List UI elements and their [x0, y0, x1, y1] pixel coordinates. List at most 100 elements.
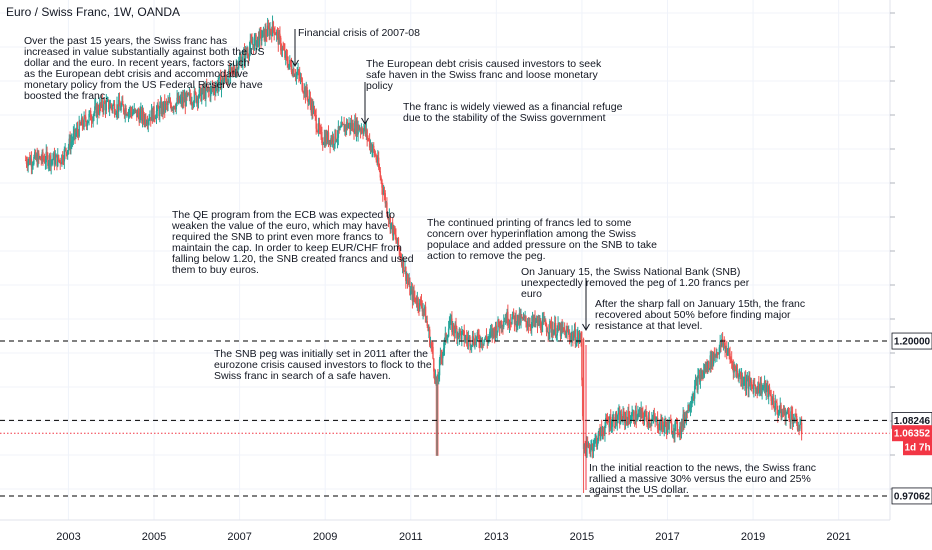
- annotation-line: as the European debt crisis and accommod…: [24, 68, 248, 80]
- candle-body: [207, 88, 210, 91]
- x-tick-label: 2019: [741, 531, 765, 543]
- candle-body: [773, 407, 776, 411]
- candle-body: [350, 122, 352, 130]
- candle-body: [212, 87, 214, 89]
- candle-body: [502, 326, 504, 328]
- candle-body: [174, 108, 177, 110]
- candle-body: [45, 151, 47, 163]
- candle-body: [590, 447, 592, 452]
- candle-body: [765, 385, 767, 393]
- candle-body: [93, 113, 95, 117]
- candle-body: [758, 381, 760, 393]
- candle-body: [317, 123, 320, 132]
- candle-body: [162, 104, 164, 112]
- candle-body: [102, 107, 104, 111]
- time-axis[interactable]: 2003 2005 2007 2009 2011 2013 2015 2017 2019 2021: [56, 531, 851, 543]
- candle-body: [795, 416, 798, 424]
- candle-body: [781, 411, 784, 413]
- candle-body: [666, 421, 669, 433]
- candle-body: [387, 213, 389, 217]
- candle-body: [763, 387, 765, 388]
- candle-body: [413, 290, 415, 297]
- candle-body: [224, 75, 226, 81]
- candle-body: [274, 33, 276, 35]
- candle-body: [560, 324, 563, 337]
- candle-body: [775, 400, 777, 403]
- candle-body: [182, 97, 185, 103]
- candle-body: [206, 88, 209, 90]
- candle-body: [772, 398, 774, 404]
- candle-body: [540, 320, 542, 331]
- candle-body: [597, 432, 600, 441]
- candle-body: [299, 77, 302, 79]
- candle-body: [522, 316, 525, 320]
- candle-body: [220, 82, 223, 90]
- candle-body: [739, 372, 741, 375]
- candle-body: [346, 121, 349, 128]
- candle-body: [749, 381, 752, 383]
- candle-body: [265, 29, 267, 36]
- candle-body: [354, 121, 357, 134]
- candle-body: [152, 106, 154, 122]
- candle-body: [292, 68, 294, 76]
- candle-body: [510, 323, 512, 325]
- candle-body: [733, 365, 735, 373]
- candle-body: [763, 381, 766, 388]
- candle-body: [337, 126, 340, 138]
- candle-body: [493, 328, 495, 331]
- candle-body: [545, 326, 548, 332]
- candle-body: [323, 136, 326, 145]
- candle-body: [422, 309, 424, 312]
- candle-body: [252, 44, 254, 46]
- candle-body: [34, 152, 36, 157]
- candle-body: [689, 408, 691, 411]
- candle-body: [519, 312, 521, 323]
- candle-body: [122, 101, 124, 106]
- candle-body: [787, 409, 790, 415]
- candle-body: [633, 411, 635, 422]
- candle-body: [698, 374, 700, 376]
- price-axis[interactable]: [890, 12, 895, 490]
- candle-body: [126, 114, 128, 116]
- candle-body: [730, 358, 732, 360]
- candle-body: [205, 86, 207, 99]
- candle-body: [61, 154, 63, 164]
- candle-body: [500, 321, 502, 328]
- candle-body: [371, 149, 373, 152]
- candle-body: [157, 104, 159, 109]
- candle-body: [419, 299, 421, 310]
- candle-body: [409, 280, 411, 296]
- candle-body: [378, 167, 381, 172]
- candle-body: [740, 375, 743, 380]
- annotation-line: due to the stability of the Swiss govern…: [403, 112, 606, 124]
- candle-body: [647, 417, 650, 425]
- candle-body: [690, 402, 693, 408]
- candle-body: [792, 418, 795, 424]
- candle-body: [533, 316, 535, 323]
- candle-body: [485, 335, 488, 339]
- candle-body: [429, 343, 432, 346]
- candle-body: [785, 413, 787, 421]
- annotation-line: monetary policy from the US Federal Rese…: [24, 79, 263, 91]
- candle-body: [703, 367, 706, 372]
- candle-body: [172, 108, 174, 110]
- candle-body: [491, 330, 493, 337]
- candle-body: [189, 93, 191, 99]
- candle-body: [357, 124, 359, 135]
- annotation-line: The franc is widely viewed as a financia…: [403, 101, 623, 113]
- candle-body: [86, 122, 89, 127]
- candle-body: [367, 138, 369, 140]
- candle-body: [602, 430, 605, 434]
- candle-body: [476, 332, 479, 337]
- candle-body: [129, 108, 131, 112]
- candle-body: [411, 289, 414, 302]
- candle-body: [498, 319, 500, 326]
- price-label-box: [891, 487, 932, 505]
- candle-body: [509, 321, 512, 324]
- candle-body: [617, 413, 619, 421]
- candle-body: [667, 421, 670, 430]
- candle-body: [315, 114, 317, 129]
- candle-body: [69, 138, 71, 149]
- candle-body: [788, 414, 790, 421]
